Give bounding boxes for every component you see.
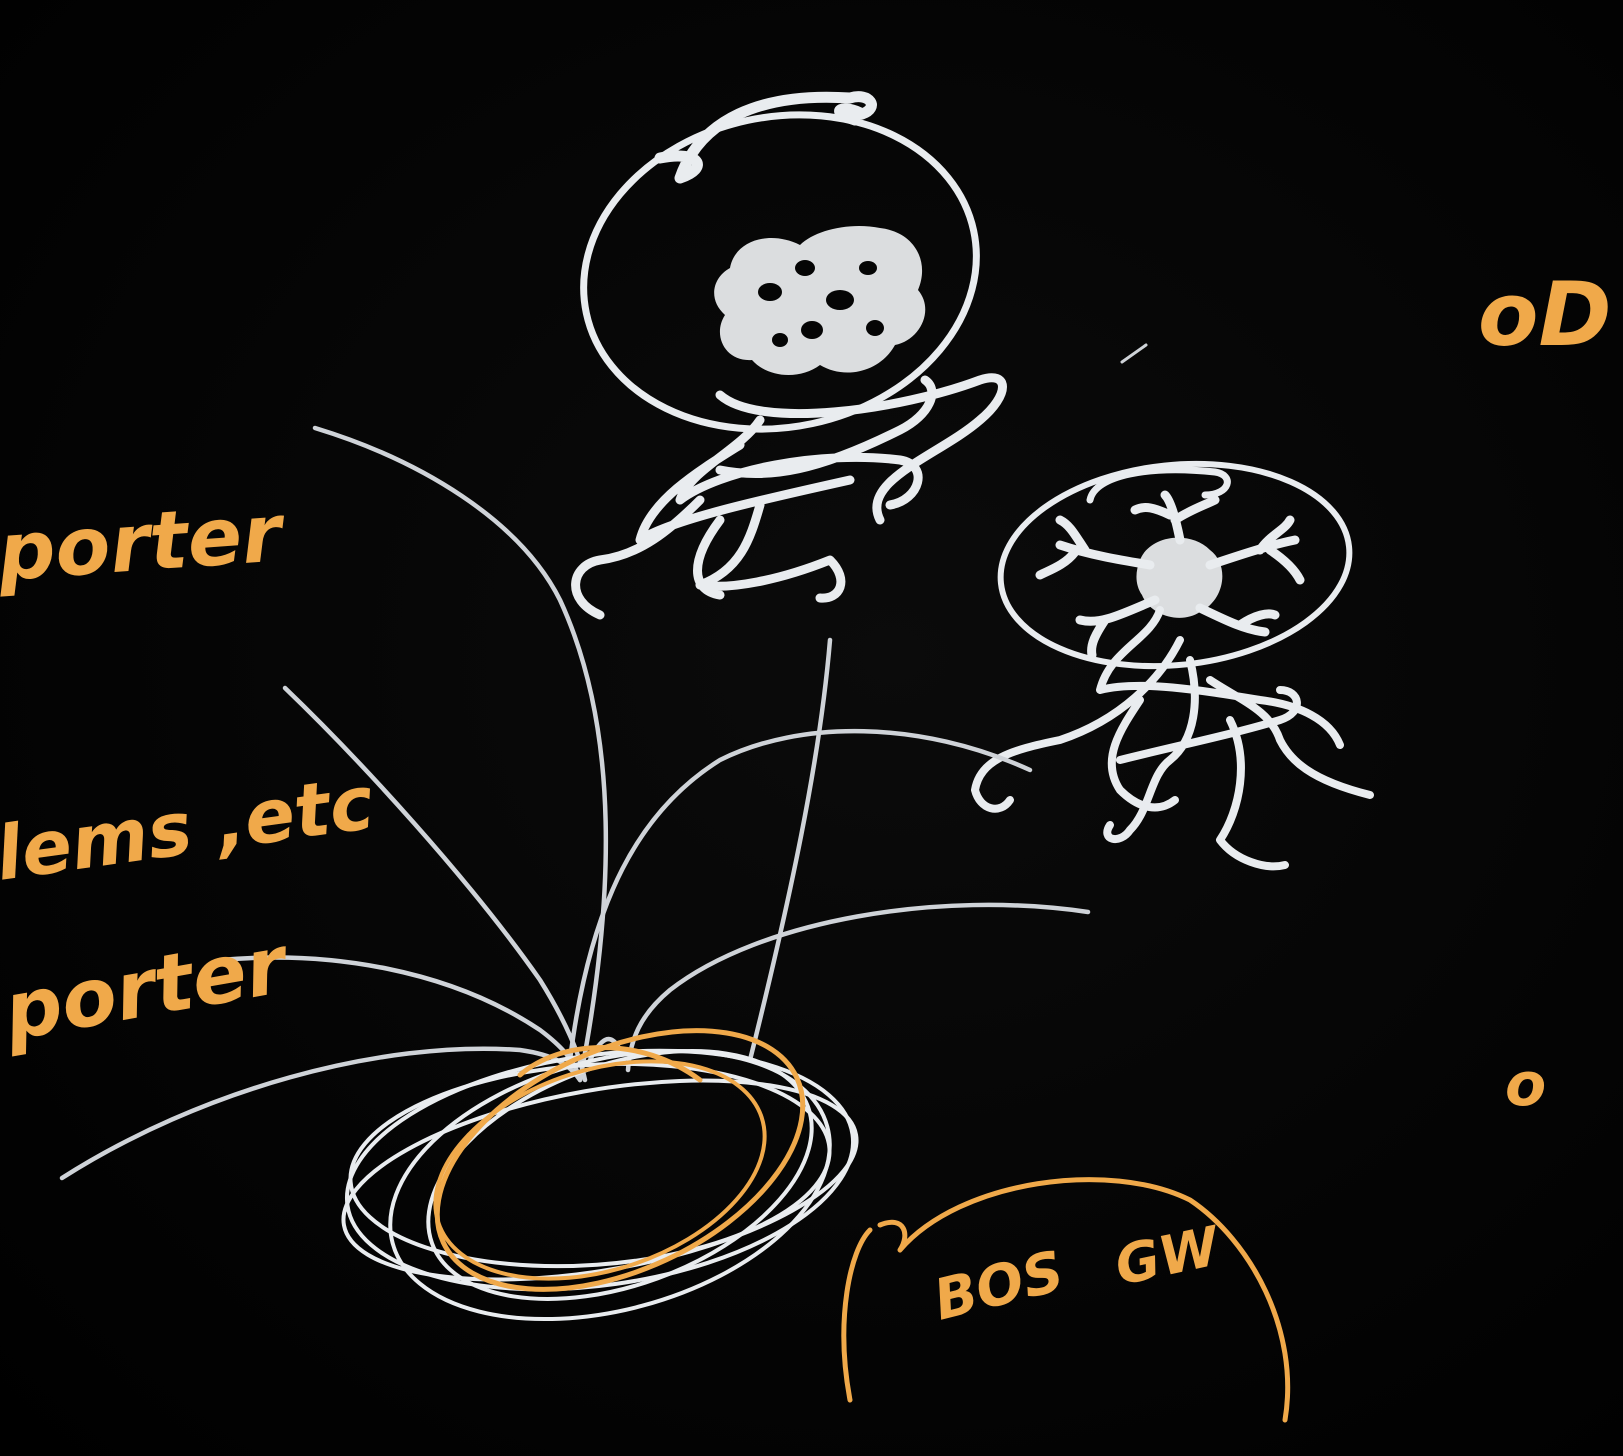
orange-circle <box>841 1177 1291 1423</box>
chalk-fleck <box>1120 343 1148 364</box>
annotation-porter-top: porter <box>0 486 289 599</box>
annotation-lems-etc: lems ,etc <box>0 760 379 898</box>
creature-large-brain-holes <box>758 260 884 347</box>
annotation-gw: GW <box>1110 1214 1227 1298</box>
base-nest <box>341 1028 859 1322</box>
creature-large-top-curl <box>654 91 877 184</box>
annotation-porter-bottom: porter <box>0 917 297 1059</box>
creature-large <box>571 91 1007 620</box>
creature-small-top-loop <box>1086 466 1231 504</box>
annotation-bos: BOS <box>928 1239 1070 1334</box>
creature-large-head <box>580 111 980 433</box>
creature-small <box>971 460 1374 871</box>
annotation-right-top: oD <box>1478 263 1612 366</box>
creature-small-body <box>971 606 1374 871</box>
creature-small-dendrites <box>1035 490 1305 660</box>
creature-large-body <box>571 373 1007 620</box>
annotation-right-bottom: o <box>1505 1050 1546 1120</box>
creature-small-head <box>997 460 1353 670</box>
creature-large-brain <box>714 225 926 376</box>
